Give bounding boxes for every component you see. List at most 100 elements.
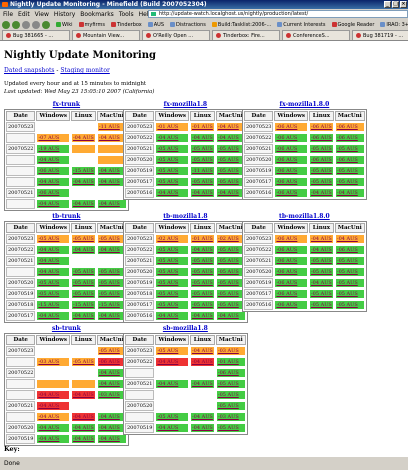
status-link[interactable]: -05 AUS xyxy=(191,179,213,185)
status-link[interactable]: -04 AUS xyxy=(191,190,213,196)
status-link[interactable]: -06 AUS xyxy=(276,258,298,264)
branch-title-link[interactable]: tb-mozilla1.8.0 xyxy=(279,213,330,220)
status-link[interactable]: -04 AUS xyxy=(310,280,332,286)
status-link[interactable]: -05 AUS xyxy=(217,280,239,286)
status-link[interactable]: -03 AUS xyxy=(38,359,60,365)
status-link[interactable]: -04 AUS xyxy=(38,157,60,163)
branch-title-link[interactable]: fx-mozilla1.8 xyxy=(163,101,208,108)
status-link[interactable]: -05 AUS xyxy=(310,302,332,308)
reload-icon[interactable] xyxy=(22,20,30,29)
status-link[interactable]: -04 AUS xyxy=(191,359,213,365)
status-link[interactable]: -04 AUS xyxy=(191,313,213,319)
status-link[interactable]: -05 AUS xyxy=(191,302,213,308)
status-link[interactable]: -04 AUS xyxy=(191,414,213,420)
status-link[interactable]: -15 AUS xyxy=(72,302,94,308)
menu-item[interactable]: Help xyxy=(138,10,153,18)
menu-item[interactable]: View xyxy=(34,10,49,18)
status-link[interactable]: -04 AUS xyxy=(98,179,120,185)
status-link[interactable]: -05 AUS xyxy=(157,269,179,275)
status-link[interactable]: -04 AUS xyxy=(72,247,94,253)
status-link[interactable]: -05 AUS xyxy=(98,348,120,354)
status-link[interactable]: -05 AUS xyxy=(310,146,332,152)
bookmark-item[interactable]: Build:Tasklist:2006-... xyxy=(211,22,271,28)
status-link[interactable]: -04 AUS xyxy=(72,313,94,319)
status-link[interactable]: -05 AUS xyxy=(72,269,94,275)
browser-tab[interactable]: Tinderbox: Fire... xyxy=(212,30,280,40)
status-link[interactable]: -05 AUS xyxy=(191,146,213,152)
status-link[interactable]: -01 AUS xyxy=(217,359,239,365)
status-link[interactable]: -04 AUS xyxy=(98,135,120,141)
status-link[interactable]: -04 AUS xyxy=(38,425,60,431)
status-link[interactable]: -04 AUS xyxy=(217,124,239,130)
status-link[interactable]: -05 AUS xyxy=(191,280,213,286)
status-link[interactable]: -05 AUS xyxy=(336,179,358,185)
status-link[interactable]: -11 AUS xyxy=(98,124,120,130)
staging-monitor-link[interactable]: Staging monitor xyxy=(60,67,110,74)
minimize-button[interactable]: _ xyxy=(384,1,391,8)
status-link[interactable]: -06 AUS xyxy=(98,359,120,365)
status-link[interactable]: -06 AUS xyxy=(217,370,239,376)
status-link[interactable]: -04 AUS xyxy=(157,359,179,365)
status-link[interactable]: -05 AUS xyxy=(217,157,239,163)
status-link[interactable]: -05 AUS xyxy=(157,179,179,185)
status-link[interactable]: -11 AUS xyxy=(191,168,213,174)
status-link[interactable]: -05 AUS xyxy=(157,302,179,308)
status-link[interactable]: -05 AUS xyxy=(191,291,213,297)
status-link[interactable]: -04 AUS xyxy=(72,414,94,420)
status-link[interactable]: -05 AUS xyxy=(310,291,332,297)
status-link[interactable]: -05 AUS xyxy=(98,269,120,275)
status-link[interactable]: -05 AUS xyxy=(38,291,60,297)
status-link[interactable]: -05 AUS xyxy=(217,381,239,387)
status-link[interactable]: -05 AUS xyxy=(336,258,358,264)
status-link[interactable]: -06 AUS xyxy=(276,269,298,275)
status-link[interactable]: -06 AUS xyxy=(310,135,332,141)
browser-tab[interactable]: Bug 381665 - ... xyxy=(2,30,70,40)
menu-item[interactable]: File xyxy=(3,10,14,18)
status-link[interactable]: -05 AUS xyxy=(157,348,179,354)
status-link[interactable]: -07 AUS xyxy=(38,135,60,141)
status-link[interactable]: -01 AUS xyxy=(157,124,179,130)
status-link[interactable]: -04 AUS xyxy=(157,381,179,387)
status-link[interactable]: -06 AUS xyxy=(38,190,60,196)
status-link[interactable]: -05 AUS xyxy=(98,236,120,242)
status-link[interactable]: -05 AUS xyxy=(98,291,120,297)
status-link[interactable]: -04 AUS xyxy=(217,313,239,319)
status-link[interactable]: -06 AUS xyxy=(336,124,358,130)
status-link[interactable]: -05 AUS xyxy=(72,236,94,242)
status-link[interactable]: -04 AUS xyxy=(157,135,179,141)
status-link[interactable]: -05 AUS xyxy=(310,258,332,264)
status-link[interactable]: -05 AUS xyxy=(157,168,179,174)
status-link[interactable]: -04 AUS xyxy=(38,414,60,420)
status-link[interactable]: -06 AUS xyxy=(336,247,358,253)
status-link[interactable]: -06 AUS xyxy=(310,124,332,130)
status-link[interactable]: -05 AUS xyxy=(310,179,332,185)
branch-title-link[interactable]: sb-trunk xyxy=(51,325,81,332)
status-link[interactable]: -04 AUS xyxy=(38,258,60,264)
status-link[interactable]: -05 AUS xyxy=(336,269,358,275)
status-link[interactable]: -04 AUS xyxy=(157,190,179,196)
forward-icon[interactable] xyxy=(12,20,20,29)
status-link[interactable]: -06 AUS xyxy=(276,135,298,141)
status-link[interactable]: -04 AUS xyxy=(38,313,60,319)
status-link[interactable]: -04 AUS xyxy=(38,247,60,253)
status-link[interactable]: -04 AUS xyxy=(98,381,120,387)
status-link[interactable]: -03 AUS xyxy=(217,414,239,420)
status-link[interactable]: -05 AUS xyxy=(217,392,239,398)
status-link[interactable]: -06 AUS xyxy=(276,157,298,163)
browser-tab[interactable]: ConferenceS... xyxy=(282,30,350,40)
status-link[interactable]: -04 AUS xyxy=(72,201,94,207)
status-link[interactable]: -03 AUS xyxy=(217,348,239,354)
status-link[interactable]: -02 AUS xyxy=(157,236,179,242)
status-link[interactable]: -04 AUS xyxy=(38,269,60,275)
status-link[interactable]: -05 AUS xyxy=(157,414,179,420)
branch-title-link[interactable]: fx-trunk xyxy=(52,101,81,108)
status-link[interactable]: -05 AUS xyxy=(191,258,213,264)
status-link[interactable]: -19 AUS xyxy=(38,146,60,152)
bookmark-item[interactable]: Tinderbox xyxy=(110,22,142,28)
menu-item[interactable]: Edit xyxy=(18,10,30,18)
dated-snapshots-link[interactable]: Dated snapshots xyxy=(4,67,55,74)
status-link[interactable]: -05 AUS xyxy=(336,291,358,297)
status-link[interactable]: -05 AUS xyxy=(336,280,358,286)
status-link[interactable]: -04 AUS xyxy=(310,190,332,196)
status-link[interactable]: -04 AUS xyxy=(98,313,120,319)
